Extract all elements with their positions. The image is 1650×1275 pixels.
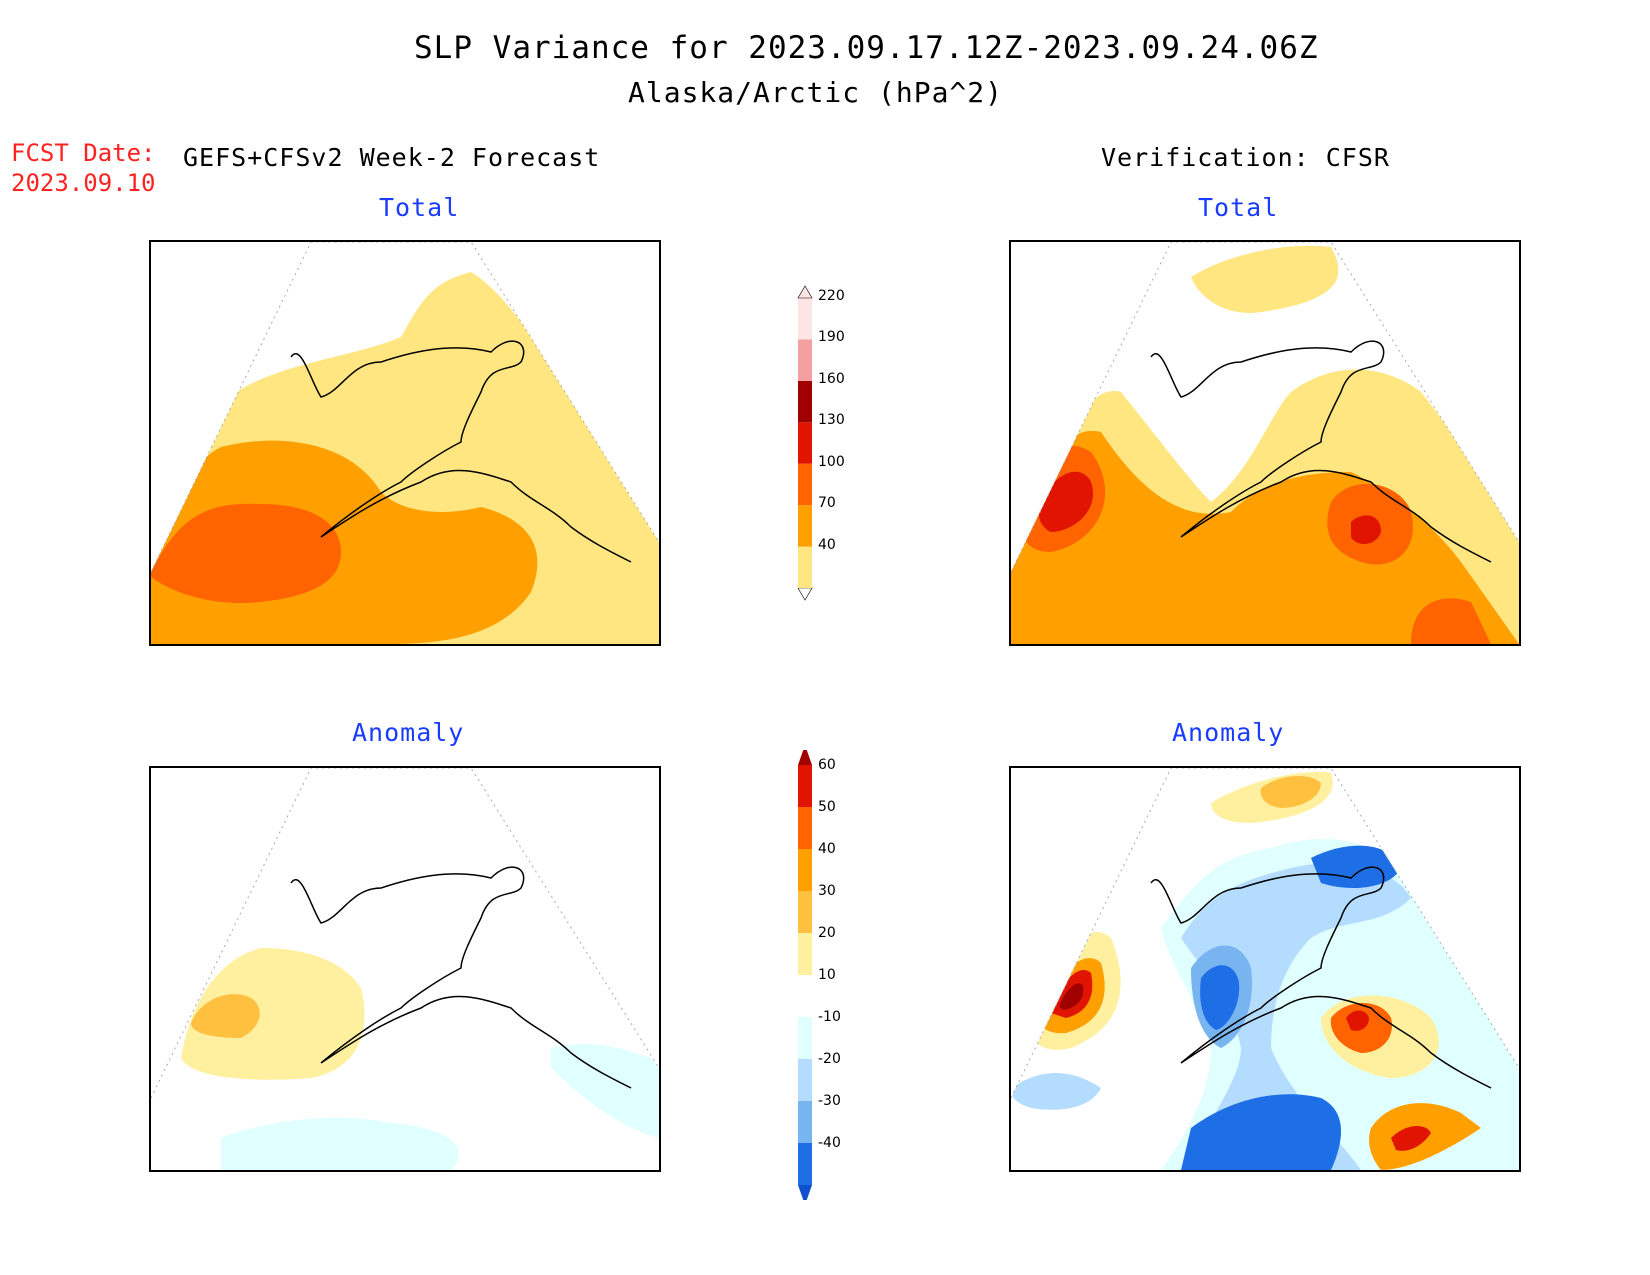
anomaly-colorbar-tick-label: -20 <box>818 1051 841 1067</box>
anomaly-colorbar-tick-label: 20 <box>818 925 836 941</box>
forecast-anomaly-map <box>149 766 661 1172</box>
total-colorbar-tick-label: 190 <box>818 329 845 346</box>
contour-10-20 <box>181 948 365 1080</box>
verif-anomaly-title: Anomaly <box>1172 718 1285 747</box>
anomaly-colorbar-tick-label: 30 <box>818 883 836 899</box>
coastline-alaska <box>290 866 632 1089</box>
contour-neg10-west <box>221 1118 459 1170</box>
anomaly-colorbar: 60 50 40 30 20 10 -10 -20 -30 -40 <box>790 750 910 1200</box>
contour-100-130 <box>151 503 341 603</box>
anomaly-colorbar-tick-label: 10 <box>818 967 836 983</box>
contour-neg30-south <box>1181 1094 1341 1170</box>
total-colorbar-swatch <box>798 380 812 423</box>
contour-130-160-east <box>1351 515 1381 544</box>
coastline-alaska <box>290 340 632 563</box>
total-colorbar-swatch <box>798 546 812 588</box>
total-colorbar-tick-label: 130 <box>818 412 845 429</box>
contour-130-160-west <box>1039 471 1093 532</box>
forecast-header: GEFS+CFSv2 Week-2 Forecast <box>183 143 601 172</box>
contour-pos-east-50 <box>1346 1010 1369 1031</box>
contour-neg-west-band <box>1011 1073 1101 1110</box>
contour-20-north <box>1260 776 1321 808</box>
total-colorbar-swatch <box>798 422 812 464</box>
anomaly-colorbar-tick-label: 60 <box>818 757 836 773</box>
coastline-alaska <box>1150 340 1492 563</box>
anomaly-colorbar-swatch <box>798 765 812 807</box>
total-colorbar-swatch <box>798 298 812 340</box>
anomaly-colorbar-swatch <box>798 975 812 1017</box>
anomaly-colorbar-swatch <box>798 1017 812 1059</box>
anomaly-colorbar-tick-label: 40 <box>818 841 836 857</box>
verif-total-map <box>1009 240 1521 646</box>
verif-anomaly-map <box>1009 766 1521 1172</box>
map-boundary <box>151 768 659 1099</box>
contour-pos-se-50 <box>1391 1126 1431 1151</box>
contour-neg20-ne <box>1311 845 1401 888</box>
anomaly-colorbar-swatch <box>798 1101 812 1143</box>
forecast-total-map <box>149 240 661 646</box>
coastline-alaska <box>1150 866 1492 1089</box>
anomaly-colorbar-tick-label: 50 <box>818 799 836 815</box>
contour-neg20-main <box>1181 863 1411 1170</box>
anomaly-colorbar-swatch <box>798 807 812 849</box>
total-colorbar: 40 70 100 130 160 190 220 <box>790 283 910 603</box>
fcst-date-label: FCST Date: <box>11 139 156 167</box>
anomaly-colorbar-high-tip <box>798 750 812 765</box>
total-colorbar-tick-label: 100 <box>818 453 845 470</box>
fcst-date-value: 2023.09.10 <box>11 169 156 197</box>
total-colorbar-tick-label: 220 <box>818 288 845 304</box>
contour-neg40-blob <box>1200 965 1240 1030</box>
total-colorbar-low-tip <box>797 587 813 601</box>
anomaly-colorbar-swatch <box>798 1143 812 1185</box>
figure-subtitle: Alaska/Arctic (hPa^2) <box>628 76 1004 109</box>
anomaly-colorbar-tick-label: -40 <box>818 1135 841 1151</box>
contour-pos-west-60 <box>1059 983 1084 1010</box>
total-colorbar-tick-label: 160 <box>818 370 845 387</box>
anomaly-colorbar-swatch <box>798 1059 812 1101</box>
map-boundary <box>1011 768 1519 1099</box>
total-colorbar-tick-label: 70 <box>818 495 836 512</box>
anomaly-colorbar-tick-label: -10 <box>818 1009 841 1025</box>
contour-100-130-se <box>1411 598 1491 644</box>
total-colorbar-tick-label: 40 <box>818 536 836 553</box>
forecast-total-title: Total <box>379 193 460 222</box>
contour-neg10-east <box>551 1043 659 1138</box>
figure-title: SLP Variance for 2023.09.17.12Z-2023.09.… <box>414 30 1319 66</box>
anomaly-colorbar-low-tip <box>798 1185 812 1200</box>
forecast-anomaly-title: Anomaly <box>352 718 465 747</box>
map-boundary <box>151 242 659 573</box>
verification-header: Verification: CFSR <box>1101 143 1390 172</box>
total-colorbar-swatch <box>798 463 812 506</box>
total-colorbar-high-tip <box>797 285 813 299</box>
verif-total-title: Total <box>1198 193 1279 222</box>
anomaly-colorbar-swatch <box>798 849 812 891</box>
map-boundary <box>1011 242 1519 573</box>
contour-40-70-north <box>1191 245 1339 313</box>
anomaly-colorbar-swatch <box>798 933 812 975</box>
anomaly-colorbar-tick-label: -30 <box>818 1093 841 1109</box>
contour-20-30 <box>191 994 260 1038</box>
total-colorbar-swatch <box>798 339 812 381</box>
anomaly-colorbar-swatch <box>798 891 812 933</box>
total-colorbar-swatch <box>798 505 812 547</box>
contour-70-100 <box>1011 430 1519 644</box>
